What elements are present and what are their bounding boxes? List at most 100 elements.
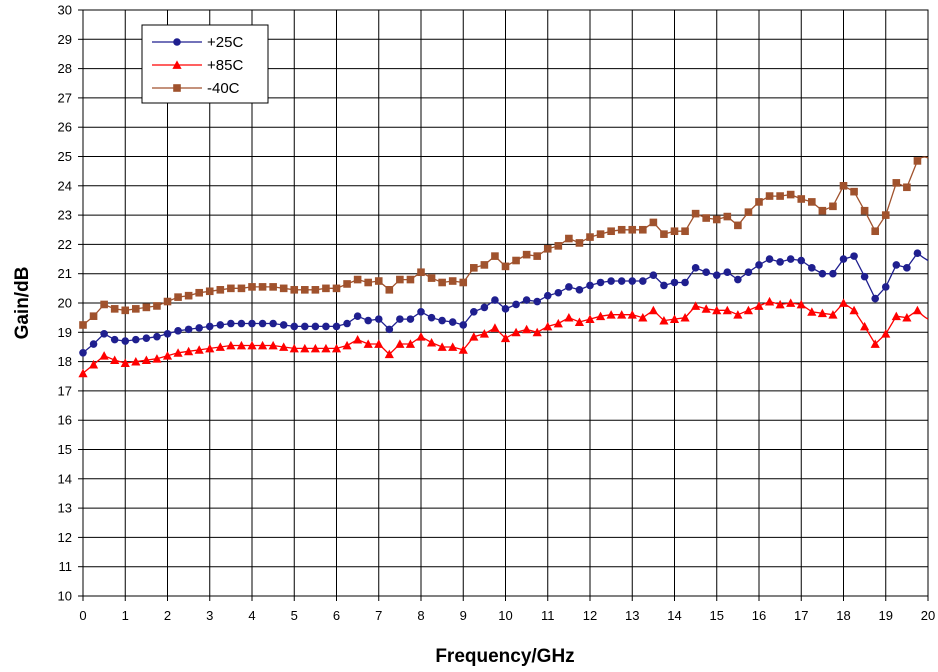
data-point	[153, 332, 161, 341]
data-point	[290, 322, 299, 331]
data-point	[585, 314, 595, 324]
data-point	[491, 296, 499, 304]
data-point	[89, 340, 98, 348]
data-point	[808, 198, 816, 206]
x-tick-label: 6	[333, 608, 340, 623]
data-point	[417, 307, 425, 316]
data-point	[606, 310, 616, 319]
data-point	[617, 225, 626, 234]
data-point	[89, 312, 98, 320]
data-point	[78, 368, 88, 378]
y-tick-label: 18	[58, 354, 72, 369]
data-point	[849, 305, 859, 315]
x-tick-label: 9	[460, 608, 467, 623]
x-tick-label: 11	[541, 608, 555, 623]
data-point	[543, 321, 553, 331]
series-3	[79, 156, 929, 329]
data-point	[754, 301, 764, 310]
data-point	[533, 252, 541, 260]
data-point	[279, 321, 288, 329]
data-point	[776, 258, 784, 266]
data-point	[120, 358, 130, 367]
data-point	[437, 342, 447, 351]
y-tick-label: 15	[58, 442, 72, 457]
legend-label: -40C	[207, 80, 240, 97]
y-tick-label: 14	[58, 471, 72, 486]
y-axis-title: Gain/dB	[12, 267, 33, 340]
data-point	[459, 321, 468, 329]
data-point	[796, 299, 806, 309]
data-point	[184, 346, 194, 356]
x-tick-label: 2	[164, 608, 171, 623]
data-point	[775, 299, 785, 309]
x-tick-label: 4	[248, 608, 255, 623]
data-point	[300, 343, 310, 353]
x-tick-label: 17	[794, 608, 808, 623]
data-point	[586, 281, 594, 290]
data-point	[596, 278, 605, 287]
data-point	[458, 345, 468, 354]
data-point	[786, 190, 795, 199]
data-point	[543, 244, 552, 253]
data-point	[100, 300, 108, 309]
data-point	[712, 271, 721, 279]
data-point	[310, 343, 320, 353]
data-point	[269, 319, 277, 328]
data-point	[860, 321, 870, 331]
data-point	[533, 297, 541, 306]
data-point	[776, 192, 784, 200]
data-point	[459, 278, 468, 287]
data-point	[247, 340, 257, 350]
data-point	[649, 271, 658, 279]
data-point	[639, 225, 647, 234]
legend: +25C +85C -40C	[141, 24, 269, 104]
data-point	[786, 298, 796, 307]
data-point	[205, 322, 214, 331]
data-point	[480, 303, 489, 312]
data-point	[332, 322, 341, 331]
data-point	[881, 211, 890, 219]
data-point	[902, 313, 912, 322]
data-point	[121, 337, 130, 345]
data-point	[701, 304, 711, 313]
data-point	[575, 286, 584, 294]
data-point	[522, 296, 531, 304]
y-tick-label: 19	[58, 325, 72, 340]
y-tick-label: 20	[58, 296, 72, 311]
data-point	[543, 291, 552, 300]
data-point	[195, 324, 203, 332]
y-tick-label: 11	[59, 559, 73, 574]
data-point	[659, 315, 669, 325]
data-point	[88, 359, 99, 369]
x-tick-label: 10	[498, 608, 512, 623]
y-tick-label: 17	[58, 383, 72, 398]
data-point	[405, 339, 416, 348]
data-point	[723, 212, 732, 221]
data-point	[289, 343, 299, 353]
data-point	[438, 278, 446, 287]
data-point	[100, 329, 108, 338]
y-tick-label: 21	[58, 266, 72, 281]
legend-item: -40C	[152, 80, 240, 97]
data-point	[871, 227, 879, 236]
data-point	[141, 355, 151, 365]
data-point	[797, 195, 806, 203]
data-point	[438, 316, 446, 325]
data-point	[881, 283, 890, 291]
data-point	[396, 275, 404, 284]
x-tick-label: 19	[879, 608, 893, 623]
data-point	[469, 332, 479, 341]
data-point	[426, 337, 437, 347]
data-point	[268, 340, 278, 350]
data-point	[722, 305, 732, 315]
data-point	[205, 287, 214, 296]
data-point	[839, 182, 848, 190]
y-tick-label: 27	[58, 90, 72, 105]
data-point	[607, 277, 615, 285]
legend-marker	[172, 60, 182, 69]
data-point	[691, 264, 700, 272]
data-point	[681, 278, 689, 287]
data-point	[269, 283, 277, 291]
data-point	[702, 268, 710, 277]
data-point	[416, 332, 426, 341]
